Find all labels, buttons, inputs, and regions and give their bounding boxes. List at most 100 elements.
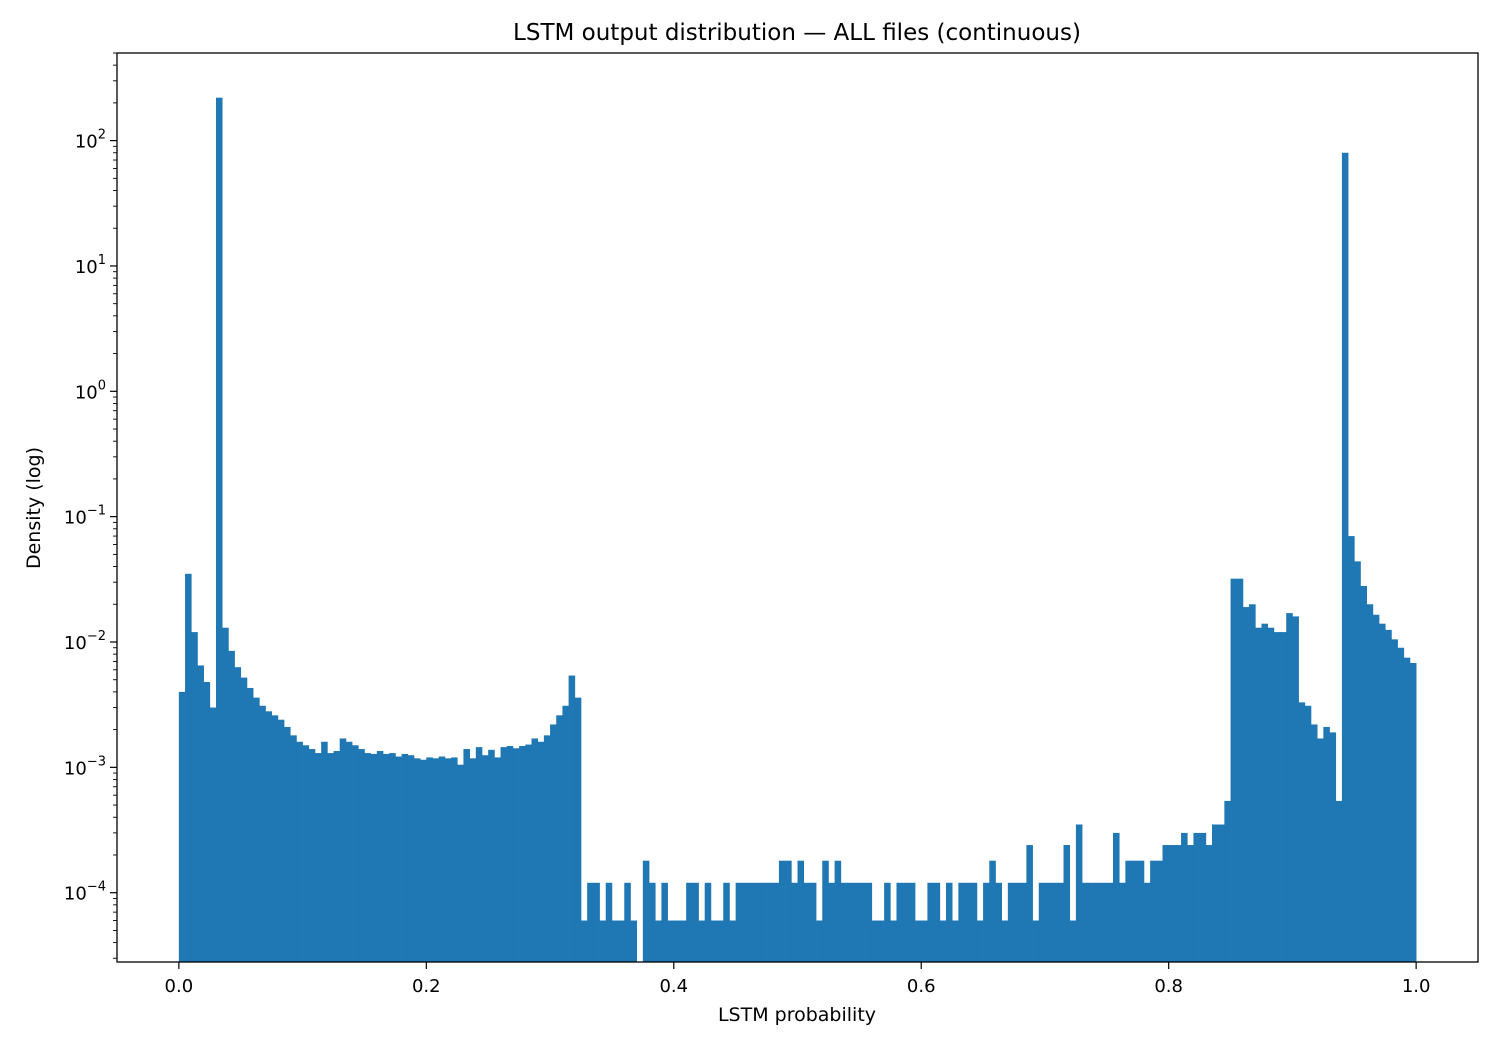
histogram-bar — [1286, 613, 1293, 962]
histogram-bar — [1310, 724, 1318, 962]
histogram-bar — [915, 920, 922, 962]
y-tick-label: 101 — [75, 253, 106, 278]
y-tick-label: 10−1 — [64, 504, 106, 529]
histogram-bar — [766, 882, 774, 962]
histogram-bar — [537, 741, 545, 962]
histogram-bar — [240, 677, 248, 962]
histogram-bar — [525, 744, 532, 962]
histogram-bar — [822, 860, 829, 962]
histogram-bar — [1348, 536, 1355, 962]
histogram-bar — [989, 860, 996, 962]
histogram-bar — [748, 882, 755, 962]
x-tick-label: 0.4 — [659, 976, 688, 997]
histogram-bar — [1224, 800, 1231, 962]
histogram-bar — [710, 920, 718, 962]
histogram-bar — [413, 758, 421, 962]
histogram-bar — [352, 745, 359, 962]
plot-frame — [116, 52, 1479, 963]
histogram-bar — [1341, 152, 1349, 962]
bars-group — [178, 97, 1417, 962]
y-tick-label: 102 — [75, 128, 106, 153]
histogram-bar — [1267, 627, 1275, 962]
histogram-bar — [550, 724, 557, 962]
histogram-bar — [611, 920, 619, 962]
histogram-bar — [327, 753, 334, 962]
y-tick-label: 10−4 — [64, 880, 106, 905]
histogram-bar — [556, 715, 563, 962]
histogram-bar — [667, 920, 675, 962]
histogram-bar — [1057, 882, 1064, 962]
histogram-bar — [1174, 845, 1182, 962]
histogram-bar — [587, 882, 594, 962]
histogram-bar — [853, 882, 860, 962]
y-axis-ticks: 10−4 10−3 10−2 10−1 100 101 102 — [64, 128, 117, 905]
histogram-bar — [723, 882, 730, 962]
histogram-bar — [1100, 882, 1108, 962]
histogram-bar — [902, 882, 910, 962]
histogram-bar — [1168, 845, 1176, 962]
y-tick-label: 10−3 — [64, 754, 106, 779]
histogram-bar — [803, 882, 811, 962]
x-tick-label: 0.8 — [1154, 976, 1183, 997]
histogram-bar — [1137, 860, 1145, 962]
histogram-bar — [519, 746, 526, 962]
histogram-bar — [1372, 614, 1380, 962]
histogram-bar — [1304, 705, 1312, 962]
histogram-bar — [890, 920, 897, 962]
histogram-bar — [444, 758, 452, 962]
histogram-bar — [871, 920, 879, 962]
histogram-bar — [927, 882, 934, 962]
histogram-bar — [1360, 585, 1367, 962]
histogram-bar — [797, 860, 805, 962]
histogram-bar — [463, 749, 470, 962]
histogram-bar — [673, 920, 681, 962]
histogram-bar — [1403, 657, 1411, 962]
histogram-bar — [395, 756, 402, 962]
histogram-bar — [345, 741, 353, 962]
histogram-bar — [339, 738, 347, 962]
histogram-bar — [506, 746, 514, 962]
histogram-bar — [469, 758, 477, 962]
histogram-bar — [686, 882, 693, 962]
histogram-bar — [785, 860, 792, 962]
histogram-bar — [407, 755, 415, 962]
histogram-bar — [1038, 882, 1046, 962]
histogram-bar — [692, 882, 699, 962]
histogram-bar — [1026, 845, 1033, 962]
histogram-bar — [809, 882, 817, 962]
y-tick-label: 10−2 — [64, 629, 106, 654]
histogram-bar — [1051, 882, 1058, 962]
histogram-bar — [234, 667, 242, 962]
y-minor-ticks — [113, 52, 117, 959]
histogram-bar — [1162, 845, 1170, 962]
histogram-bar — [494, 757, 501, 962]
x-axis-label: LSTM probability — [718, 1004, 876, 1026]
histogram-bar — [296, 741, 303, 962]
histogram-bar — [1273, 632, 1281, 962]
histogram-bar — [1113, 832, 1120, 962]
histogram-bar — [580, 920, 588, 962]
histogram-bar — [246, 687, 254, 962]
histogram-bar — [457, 764, 464, 962]
histogram-bar — [222, 627, 229, 962]
histogram-bar — [253, 697, 260, 962]
histogram-bar — [1075, 824, 1083, 962]
x-tick-label: 0.2 — [412, 976, 441, 997]
histogram-bar — [302, 745, 310, 962]
histogram-bar — [717, 920, 724, 962]
histogram-bar — [593, 882, 600, 962]
histogram-bar — [1199, 832, 1207, 962]
histogram-bar — [958, 882, 965, 962]
histogram-bar — [735, 882, 743, 962]
histogram-bar — [1292, 616, 1299, 962]
histogram-bar — [964, 882, 972, 962]
histogram-bar — [512, 748, 520, 962]
histogram-bar — [1236, 578, 1244, 962]
histogram-bar — [389, 753, 396, 962]
histogram-bar — [976, 920, 984, 962]
histogram-bar — [531, 738, 539, 962]
histogram-bar — [859, 882, 866, 962]
histogram-bar — [605, 882, 613, 962]
histogram-bar — [1379, 623, 1386, 962]
histogram-bar — [679, 920, 687, 962]
